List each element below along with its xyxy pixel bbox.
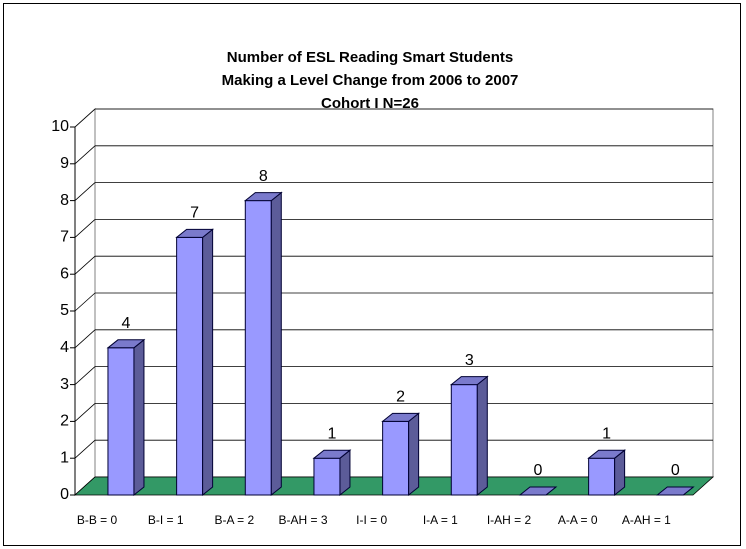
x-tick-label: B-I = 1 xyxy=(148,513,184,527)
grid-line xyxy=(74,145,96,165)
value-label: 8 xyxy=(259,168,268,185)
grid-line xyxy=(74,366,96,385)
x-tick-label: B-B = 0 xyxy=(77,513,118,527)
y-tick-label: 6 xyxy=(60,265,69,282)
y-tick-label: 9 xyxy=(60,155,69,172)
bar-face xyxy=(107,347,135,496)
bar-face xyxy=(176,236,204,496)
bar-top xyxy=(449,376,489,386)
chart-title: Number of ESL Reading Smart Students xyxy=(227,49,513,66)
bar-side xyxy=(270,191,282,497)
bar-top xyxy=(312,449,352,459)
y-tick-label: 5 xyxy=(60,302,69,319)
grid-line xyxy=(74,219,96,238)
y-tick-label: 7 xyxy=(60,229,69,246)
bar xyxy=(175,228,215,497)
x-tick-label: I-I = 0 xyxy=(356,513,387,527)
chart-title: Making a Level Change from 2006 to 2007 xyxy=(222,72,519,89)
y-tick-label: 1 xyxy=(60,449,69,466)
bar-side xyxy=(202,228,214,497)
y-tick-label: 2 xyxy=(60,413,69,430)
bar-side xyxy=(408,412,420,497)
value-label: 4 xyxy=(122,315,131,332)
x-tick-label: I-AH = 2 xyxy=(487,513,532,527)
y-tick-label: 8 xyxy=(60,192,69,209)
grid-line xyxy=(74,182,96,201)
grid-line xyxy=(74,439,96,459)
grid-line xyxy=(74,329,96,349)
bar-face xyxy=(244,200,272,496)
bar xyxy=(106,338,146,497)
bar xyxy=(243,191,283,497)
y-tick-label: 3 xyxy=(60,376,69,393)
chart-title: Cohort I N=26 xyxy=(321,95,419,112)
x-tick-label: I-A = 1 xyxy=(423,513,458,527)
bar xyxy=(518,486,558,496)
y-tick-label: 0 xyxy=(60,486,69,503)
x-tick-label: B-A = 2 xyxy=(214,513,254,527)
bar-face xyxy=(313,457,341,496)
value-label: 0 xyxy=(671,462,680,479)
bar-top xyxy=(381,412,421,422)
grid-line xyxy=(74,255,96,275)
x-tick-label: A-AH = 1 xyxy=(622,513,671,527)
value-label: 1 xyxy=(328,425,337,442)
bar-face xyxy=(588,457,616,496)
value-label: 0 xyxy=(534,462,543,479)
bar-side xyxy=(133,338,145,497)
bar xyxy=(587,449,627,497)
bar xyxy=(381,412,421,497)
value-label: 3 xyxy=(465,352,474,369)
bar xyxy=(312,449,352,497)
bar-top xyxy=(655,486,695,496)
bar xyxy=(655,486,695,496)
bar-face xyxy=(382,420,410,496)
bar-face xyxy=(450,384,478,496)
grid-line xyxy=(74,108,96,128)
bar-top xyxy=(106,339,146,349)
y-tick-label: 10 xyxy=(51,118,69,135)
bar-top xyxy=(175,228,215,238)
bar-top xyxy=(518,486,558,496)
grid-line xyxy=(74,403,96,422)
x-tick-label: A-A = 0 xyxy=(558,513,598,527)
value-label: 7 xyxy=(190,205,199,222)
grid-line xyxy=(74,292,96,312)
y-tick-label: 4 xyxy=(60,339,69,356)
value-label: 1 xyxy=(602,425,611,442)
value-label: 2 xyxy=(396,389,405,406)
x-tick-label: B-AH = 3 xyxy=(278,513,327,527)
bar-side xyxy=(476,375,488,497)
bar-top xyxy=(243,192,283,202)
bar-top xyxy=(587,449,627,459)
bar xyxy=(449,375,489,497)
